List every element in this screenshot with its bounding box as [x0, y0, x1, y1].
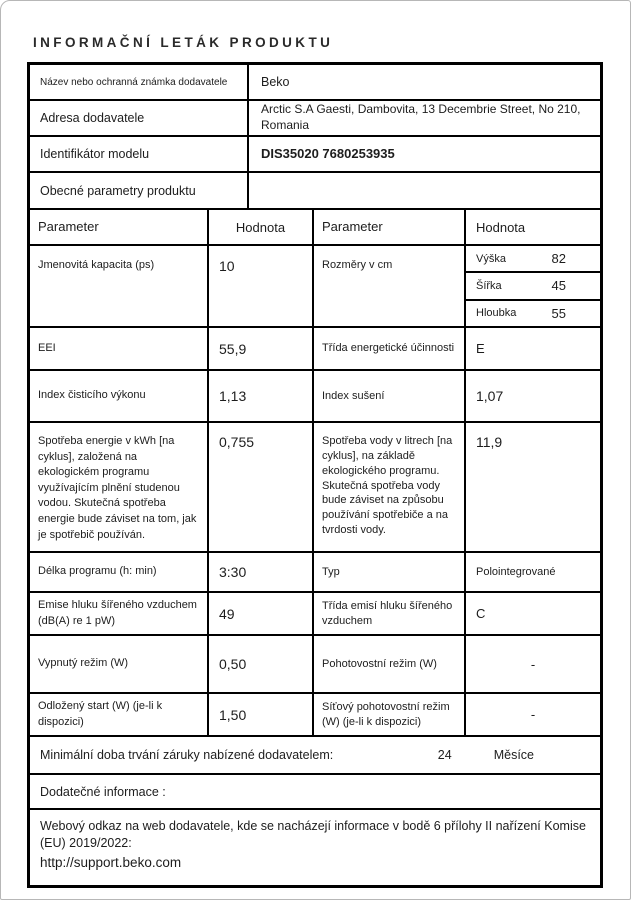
supplier-name-row: Název nebo ochranná známka dodavatele Be… — [30, 65, 600, 101]
supplier-name-label: Název nebo ochranná známka dodavatele — [30, 65, 249, 99]
dimension-height-label: Výška — [476, 252, 506, 265]
general-parameters-value — [249, 173, 600, 208]
dimension-height-value: 82 — [551, 251, 566, 267]
header-value-left: Hodnota — [209, 210, 314, 244]
water-consumption-label: Spotřeba vody v litrech [na cyklus], na … — [314, 423, 466, 551]
delayed-start-row: Odložený start (W) (je-li k dispozici) 1… — [30, 694, 600, 737]
capacity-dimensions-row: Jmenovitá kapacita (ps) 10 Rozměry v cm … — [30, 246, 600, 328]
supplier-address-row: Adresa dodavatele Arctic S.A Gaesti, Dam… — [30, 101, 600, 137]
noise-class-value: C — [476, 606, 486, 621]
eei-row: EEI 55,9 Třída energetické účinnosti E — [30, 328, 600, 371]
supplier-address-value: Arctic S.A Gaesti, Dambovita, 13 Decembr… — [261, 102, 581, 132]
capacity-label: Jmenovitá kapacita (ps) — [30, 246, 209, 326]
energy-class-label: Třída energetické účinnosti — [314, 328, 466, 369]
program-duration-value: 3:30 — [209, 553, 314, 591]
cleaning-index-value: 1,13 — [209, 371, 314, 421]
general-parameters-label: Obecné parametry produktu — [30, 173, 249, 208]
networked-standby-label: Síťový pohotovostní režim (W) (je-li k d… — [314, 694, 466, 735]
type-label: Typ — [314, 553, 466, 591]
weblink-url: http://support.beko.com — [40, 854, 182, 870]
off-mode-value: 0,50 — [209, 636, 314, 692]
cleaning-index-label: Index čisticího výkonu — [30, 371, 209, 421]
model-identifier-row: Identifikátor modelu DIS35020 7680253935 — [30, 137, 600, 173]
page-title: INFORMAČNÍ LETÁK PRODUKTU — [33, 35, 334, 50]
energy-consumption-label: Spotřeba energie v kWh [na cyklus], zalo… — [30, 423, 209, 551]
product-fiche-table: Název nebo ochranná známka dodavatele Be… — [27, 62, 603, 888]
header-parameter-left: Parameter — [30, 210, 209, 244]
dimensions-table: Výška 82 Šířka 45 Hloubka 55 — [466, 246, 600, 326]
off-mode-row: Vypnutý režim (W) 0,50 Pohotovostní reži… — [30, 636, 600, 694]
standby-mode-label: Pohotovostní režim (W) — [314, 636, 466, 692]
program-duration-row: Délka programu (h: min) 3:30 Typ Poloint… — [30, 553, 600, 593]
drying-index-value: 1,07 — [476, 388, 504, 404]
energy-class-value: E — [476, 341, 485, 356]
noise-class-label: Třída emisí hluku šířeného vzduchem — [314, 593, 466, 634]
dimension-depth-value: 55 — [551, 305, 566, 321]
eei-value: 55,9 — [209, 328, 314, 369]
dimension-width-value: 45 — [551, 278, 566, 294]
header-value-right: Hodnota — [476, 219, 526, 235]
program-duration-label: Délka programu (h: min) — [30, 553, 209, 591]
warranty-value: 24 — [437, 748, 452, 762]
drying-index-label: Index sušení — [314, 371, 466, 421]
networked-standby-value: - — [530, 707, 536, 722]
delayed-start-value: 1,50 — [209, 694, 314, 735]
warranty-row: Minimální doba trvání záruky nabízené do… — [30, 737, 600, 775]
dimension-width-row: Šířka 45 — [466, 273, 600, 301]
dimension-width-label: Šířka — [476, 279, 502, 292]
general-parameters-row: Obecné parametry produktu — [30, 173, 600, 210]
dimension-height-row: Výška 82 — [466, 246, 600, 274]
type-value: Polointegrované — [476, 566, 556, 578]
dimensions-label: Rozměry v cm — [314, 246, 466, 326]
header-parameter-right: Parameter — [314, 210, 466, 244]
noise-emission-label: Emise hluku šířeného vzduchem (dB(A) re … — [30, 593, 209, 634]
model-identifier-label: Identifikátor modelu — [30, 137, 249, 171]
dimension-depth-label: Hloubka — [476, 307, 517, 320]
warranty-label: Minimální doba trvání záruky nabízené do… — [40, 748, 334, 762]
weblink-row: Webový odkaz na web dodavatele, kde se n… — [30, 810, 600, 885]
energy-consumption-row: Spotřeba energie v kWh [na cyklus], zalo… — [30, 423, 600, 553]
model-identifier-value: DIS35020 7680253935 — [261, 145, 395, 161]
standby-mode-value: - — [530, 656, 536, 672]
supplier-address-label: Adresa dodavatele — [30, 101, 249, 135]
eei-label: EEI — [30, 328, 209, 369]
water-consumption-value: 11,9 — [476, 434, 503, 450]
additional-info-row: Dodatečné informace : — [30, 775, 600, 810]
cleaning-index-row: Index čisticího výkonu 1,13 Index sušení… — [30, 371, 600, 423]
weblink-description: Webový odkaz na web dodavatele, kde se n… — [40, 819, 586, 850]
noise-row: Emise hluku šířeného vzduchem (dB(A) re … — [30, 593, 600, 636]
additional-info-label: Dodatečné informace : — [40, 784, 166, 799]
table-header-row: Parameter Hodnota Parameter Hodnota — [30, 210, 600, 246]
delayed-start-label: Odložený start (W) (je-li k dispozici) — [30, 694, 209, 735]
off-mode-label: Vypnutý režim (W) — [30, 636, 209, 692]
energy-consumption-value: 0,755 — [209, 423, 314, 551]
dimension-depth-row: Hloubka 55 — [466, 301, 600, 326]
noise-emission-value: 49 — [209, 593, 314, 634]
supplier-name-value: Beko — [261, 74, 290, 89]
warranty-unit: Měsíce — [493, 748, 534, 762]
capacity-value: 10 — [209, 246, 314, 326]
